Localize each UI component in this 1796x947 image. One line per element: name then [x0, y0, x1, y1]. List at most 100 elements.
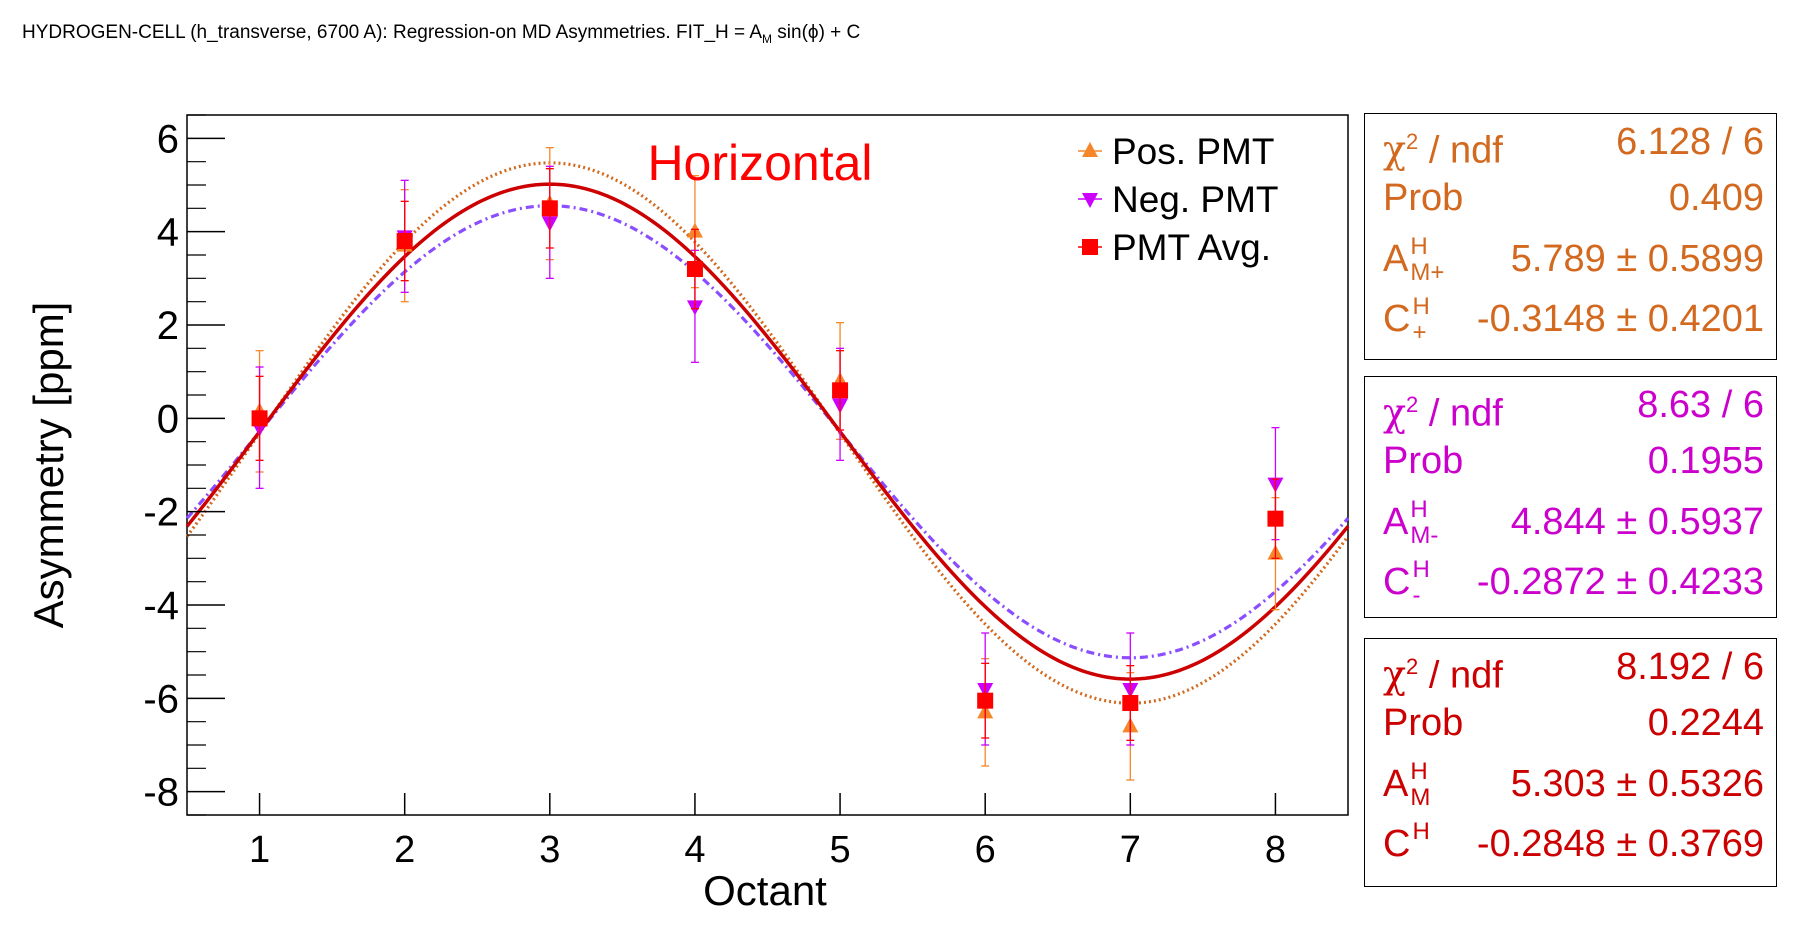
stat-value-prob: 0.1955 — [1647, 440, 1764, 482]
legend-marker — [1082, 142, 1098, 157]
fit-stats-box-pos-pmt: χ2 / ndf 6.128 / 6 Prob 0.409 A H M+ 5.789 ± 0.… — [1364, 113, 1777, 360]
prob-label: Prob — [1383, 440, 1464, 482]
param-subscript: M+ — [1410, 259, 1445, 286]
x-tick-label: 4 — [684, 829, 705, 871]
stat-value-prob: 0.409 — [1668, 177, 1764, 219]
param-superscript: H — [1412, 556, 1430, 583]
stat-row-offset: C H - -0.2872 ± 0.4233 — [1383, 554, 1764, 610]
x-tick-label: 1 — [249, 829, 270, 871]
stat-row-chi2-ndf: χ2 / ndf 8.63 / 6 — [1383, 377, 1764, 435]
fit-curve — [185, 161, 1350, 705]
chi-sup: 2 — [1406, 654, 1419, 679]
fit-stats-box-neg-pmt: χ2 / ndf 8.63 / 6 Prob 0.1955 A H M- 4.844 ± 0.… — [1364, 376, 1777, 618]
ndf-text: / ndf — [1418, 392, 1503, 435]
param-symbol: A — [1383, 238, 1409, 280]
data-point — [1267, 510, 1284, 527]
param-index: H + — [1410, 291, 1454, 347]
stat-row-chi2-ndf: χ2 / ndf 8.192 / 6 — [1383, 639, 1764, 697]
stat-value-offset: -0.3148 ± 0.4201 — [1476, 298, 1764, 340]
title-subscript: M — [762, 31, 773, 46]
param-index: H M+ — [1408, 231, 1452, 287]
legend-marker — [1082, 193, 1098, 208]
stat-row-offset: C H + -0.3148 ± 0.4201 — [1383, 291, 1764, 347]
stat-label-amplitude: A H M- — [1383, 494, 1452, 550]
x-tick-label: 6 — [975, 829, 996, 871]
legend-label: Neg. PMT — [1112, 179, 1279, 220]
param-subscript: + — [1412, 319, 1427, 346]
stat-row-amplitude: A H M 5.303 ± 0.5326 — [1383, 756, 1764, 812]
prob-label: Prob — [1383, 177, 1464, 219]
y-tick-label: -6 — [143, 677, 179, 721]
y-tick-label: 6 — [157, 117, 179, 161]
param-subscript: M- — [1410, 522, 1439, 549]
stat-value-chi2-ndf: 6.128 / 6 — [1616, 121, 1764, 163]
fit-curve — [185, 204, 1350, 660]
chi-symbol: χ — [1383, 390, 1407, 435]
legend-label: PMT Avg. — [1112, 227, 1271, 268]
ndf-text: / ndf — [1418, 654, 1503, 697]
stat-value-prob: 0.2244 — [1647, 702, 1764, 744]
x-tick-label: 3 — [539, 829, 560, 871]
title-text: HYDROGEN-CELL (h_transverse, 6700 A): Re… — [22, 22, 763, 43]
param-symbol: A — [1383, 763, 1409, 805]
chi-symbol: χ — [1383, 127, 1407, 172]
stat-value-offset: -0.2872 ± 0.4233 — [1476, 561, 1764, 603]
stat-row-amplitude: A H M- 4.844 ± 0.5937 — [1383, 494, 1764, 550]
prob-label: Prob — [1383, 702, 1464, 744]
data-point — [1122, 695, 1139, 711]
stat-label-offset: C H + — [1383, 291, 1454, 347]
x-axis-label: Octant — [703, 867, 827, 914]
plot-frame — [186, 114, 1349, 816]
stat-row-prob: Prob 0.409 — [1383, 170, 1764, 226]
legend: Pos. PMT Neg. PMT PMT Avg. — [1078, 131, 1279, 268]
y-tick-label: 4 — [157, 211, 179, 255]
legend-marker — [1082, 239, 1098, 255]
y-tick-label: -2 — [143, 491, 179, 535]
stat-label-chi2-ndf: χ2 / ndf — [1383, 377, 1503, 442]
param-symbol: C — [1383, 823, 1411, 865]
param-subscript: M — [1410, 784, 1431, 811]
param-index: H- — [1410, 554, 1454, 610]
chi-symbol: χ — [1383, 652, 1407, 697]
stat-value-chi2-ndf: 8.192 / 6 — [1616, 646, 1764, 688]
data-point — [977, 692, 994, 709]
param-index: H M- — [1408, 494, 1452, 550]
chi-sup: 2 — [1406, 392, 1419, 417]
param-symbol: C — [1383, 561, 1411, 603]
legend-label: Pos. PMT — [1112, 131, 1274, 172]
param-subscript: - — [1412, 582, 1421, 609]
stat-value-amplitude: 4.844 ± 0.5937 — [1510, 501, 1764, 543]
data-point — [541, 200, 558, 217]
y-axis-label: Asymmetry [ppm] — [25, 302, 72, 629]
stat-value-chi2-ndf: 8.63 / 6 — [1637, 384, 1764, 426]
stat-value-amplitude: 5.303 ± 0.5326 — [1510, 763, 1764, 805]
title-text-tail: sin(ϕ) + C — [772, 22, 861, 43]
stat-label-prob: Prob — [1383, 695, 1463, 751]
y-tick-label: 2 — [157, 304, 179, 348]
param-index: H — [1410, 816, 1454, 872]
stat-label-prob: Prob — [1383, 433, 1463, 489]
fit-stats-box-pmt-avg: χ2 / ndf 8.192 / 6 Prob 0.2244 A H M 5.303 ± 0.… — [1364, 638, 1777, 887]
stat-row-offset: C H -0.2848 ± 0.3769 — [1383, 816, 1764, 872]
y-tick-label: -8 — [143, 771, 179, 815]
param-superscript: H — [1412, 818, 1430, 845]
axis-ticks: 1 2 3 4 5 6 7 8 -8 -6 -4 -2 0 2 4 6 — [143, 114, 1286, 871]
data-point — [832, 382, 849, 399]
stat-label-chi2-ndf: χ2 / ndf — [1383, 639, 1503, 704]
y-tick-label: -4 — [143, 584, 179, 628]
data-points — [251, 147, 1284, 781]
x-tick-label: 5 — [829, 829, 850, 871]
stat-label-chi2-ndf: χ2 / ndf — [1383, 114, 1503, 179]
chi-sup: 2 — [1406, 129, 1419, 154]
stat-row-prob: Prob 0.2244 — [1383, 695, 1764, 751]
plot-frame-group — [186, 114, 1349, 816]
data-point — [686, 261, 703, 277]
x-tick-label: 7 — [1120, 829, 1141, 871]
param-superscript: H — [1410, 233, 1428, 260]
y-tick-label: 0 — [157, 397, 179, 441]
stat-row-amplitude: A H M+ 5.789 ± 0.5899 — [1383, 231, 1764, 287]
